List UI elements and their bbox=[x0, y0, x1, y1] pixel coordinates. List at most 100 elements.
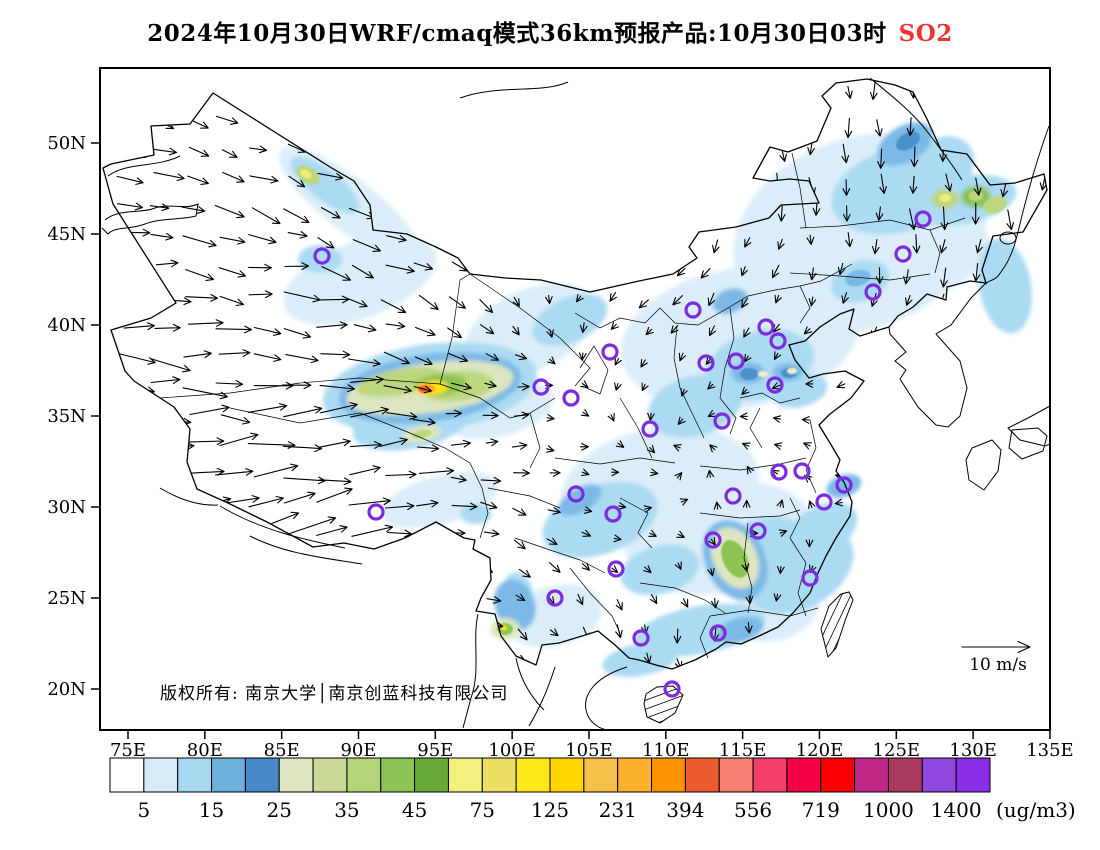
korea-coast bbox=[888, 282, 987, 428]
so2-blob bbox=[716, 616, 764, 644]
india-border bbox=[249, 535, 363, 565]
city-marker bbox=[532, 378, 550, 396]
colorbar-tick-label: 15 bbox=[199, 798, 224, 822]
lon-tick-label: 90E bbox=[340, 740, 376, 761]
wind-arrow bbox=[117, 202, 144, 211]
colorbar-units: (ug/m3) bbox=[996, 798, 1076, 822]
wind-arrow bbox=[977, 685, 983, 693]
city-marker bbox=[727, 352, 745, 370]
lon-tick-label: 120E bbox=[796, 740, 844, 761]
lon-tick-label: 105E bbox=[565, 740, 613, 761]
wind-arrow bbox=[939, 441, 947, 451]
wind-arrow bbox=[906, 117, 915, 137]
wind-arrow bbox=[641, 382, 649, 392]
wind-arrow bbox=[611, 468, 620, 477]
wind-arrow bbox=[773, 351, 782, 360]
wind-arrow bbox=[1005, 410, 1013, 420]
wind-arrow bbox=[974, 538, 982, 548]
wind-arrow bbox=[904, 538, 912, 547]
wind-arrow bbox=[546, 445, 555, 453]
wind-arrow bbox=[744, 237, 752, 248]
wind-arrow bbox=[971, 202, 980, 225]
wind-arrow bbox=[614, 88, 622, 101]
so2-blob bbox=[896, 131, 920, 151]
lon-tick-label: 80E bbox=[187, 740, 223, 761]
wind-arrow bbox=[480, 501, 498, 510]
so2-blob bbox=[939, 194, 951, 202]
city-marker bbox=[835, 476, 853, 494]
wind-arrow bbox=[844, 712, 851, 720]
wind-arrow bbox=[973, 177, 982, 196]
wind-arrow bbox=[1041, 476, 1047, 485]
wind-arrow bbox=[943, 687, 950, 695]
wind-arrow bbox=[839, 415, 848, 423]
wind-arrow bbox=[120, 584, 153, 593]
wind-arrow bbox=[743, 327, 751, 338]
wind-arrow bbox=[643, 565, 652, 574]
wind-arrow bbox=[115, 81, 138, 95]
wind-arrow bbox=[870, 565, 879, 575]
wind-arrow bbox=[314, 83, 337, 95]
wind-arrow bbox=[842, 205, 851, 222]
wind-arrow bbox=[617, 690, 624, 700]
wind-arrow bbox=[217, 527, 250, 536]
hatch-line bbox=[889, 578, 931, 666]
wind-arrow bbox=[511, 325, 520, 336]
wind-arrow bbox=[1008, 147, 1017, 169]
so2-blob bbox=[983, 196, 1007, 214]
wind-arrow bbox=[576, 593, 584, 606]
wind-arrow bbox=[116, 175, 144, 185]
city-marker bbox=[724, 487, 742, 505]
wind-arrow bbox=[670, 324, 679, 334]
wind-arrow bbox=[940, 206, 949, 231]
wind-arrow bbox=[1039, 177, 1047, 191]
wind-arrow bbox=[744, 622, 753, 634]
wind-arrow bbox=[181, 206, 206, 214]
wind-arrow bbox=[579, 322, 588, 334]
wind-arrow bbox=[286, 716, 312, 723]
wind-arrow bbox=[706, 469, 715, 478]
nepal-border bbox=[219, 505, 346, 549]
wind-arrow bbox=[384, 173, 410, 188]
wind-arrow bbox=[805, 539, 814, 548]
wind-arrow bbox=[282, 585, 311, 599]
wind-arrow bbox=[281, 555, 311, 568]
wind-arrow bbox=[640, 358, 648, 368]
wind-arrow bbox=[485, 353, 500, 361]
wind-arrow bbox=[217, 589, 250, 598]
colorbar-tick-label: 35 bbox=[334, 798, 359, 822]
wind-arrow bbox=[678, 352, 687, 362]
wind-arrow bbox=[117, 713, 144, 720]
wind-arrow bbox=[580, 142, 588, 151]
wind-arrow bbox=[711, 112, 720, 124]
lon-tick-label: 75E bbox=[110, 740, 146, 761]
hatch-line bbox=[880, 578, 922, 666]
china-outline bbox=[102, 78, 1048, 670]
wind-arrow bbox=[910, 146, 919, 168]
wind-arrow bbox=[445, 206, 459, 215]
wind-arrow bbox=[674, 472, 683, 481]
wind-arrow bbox=[385, 502, 415, 511]
wind-arrow bbox=[153, 525, 190, 534]
colorbar-tick-label: 45 bbox=[402, 798, 427, 822]
wind-arrow bbox=[942, 411, 950, 420]
wind-arrow bbox=[415, 596, 436, 605]
wind-arrow bbox=[713, 145, 721, 158]
wind-arrow bbox=[903, 409, 912, 418]
wind-arrow bbox=[1038, 595, 1047, 604]
wind-arrow bbox=[611, 717, 617, 726]
so2-blob bbox=[786, 501, 858, 559]
wind-arrow bbox=[482, 260, 495, 269]
wind-arrow bbox=[386, 412, 418, 420]
wind-arrow bbox=[771, 264, 780, 279]
so2-blob bbox=[460, 504, 492, 524]
honshu-west-island bbox=[1008, 427, 1048, 460]
lat-tick-label: 50N bbox=[47, 133, 86, 154]
wind-arrow bbox=[871, 238, 880, 255]
wind-arrow bbox=[746, 81, 754, 93]
wind-arrow bbox=[188, 146, 210, 157]
hatch-line bbox=[834, 592, 853, 657]
wind-arrow bbox=[809, 717, 816, 727]
wind-arrow bbox=[940, 267, 948, 288]
wind-arrow bbox=[579, 442, 589, 451]
